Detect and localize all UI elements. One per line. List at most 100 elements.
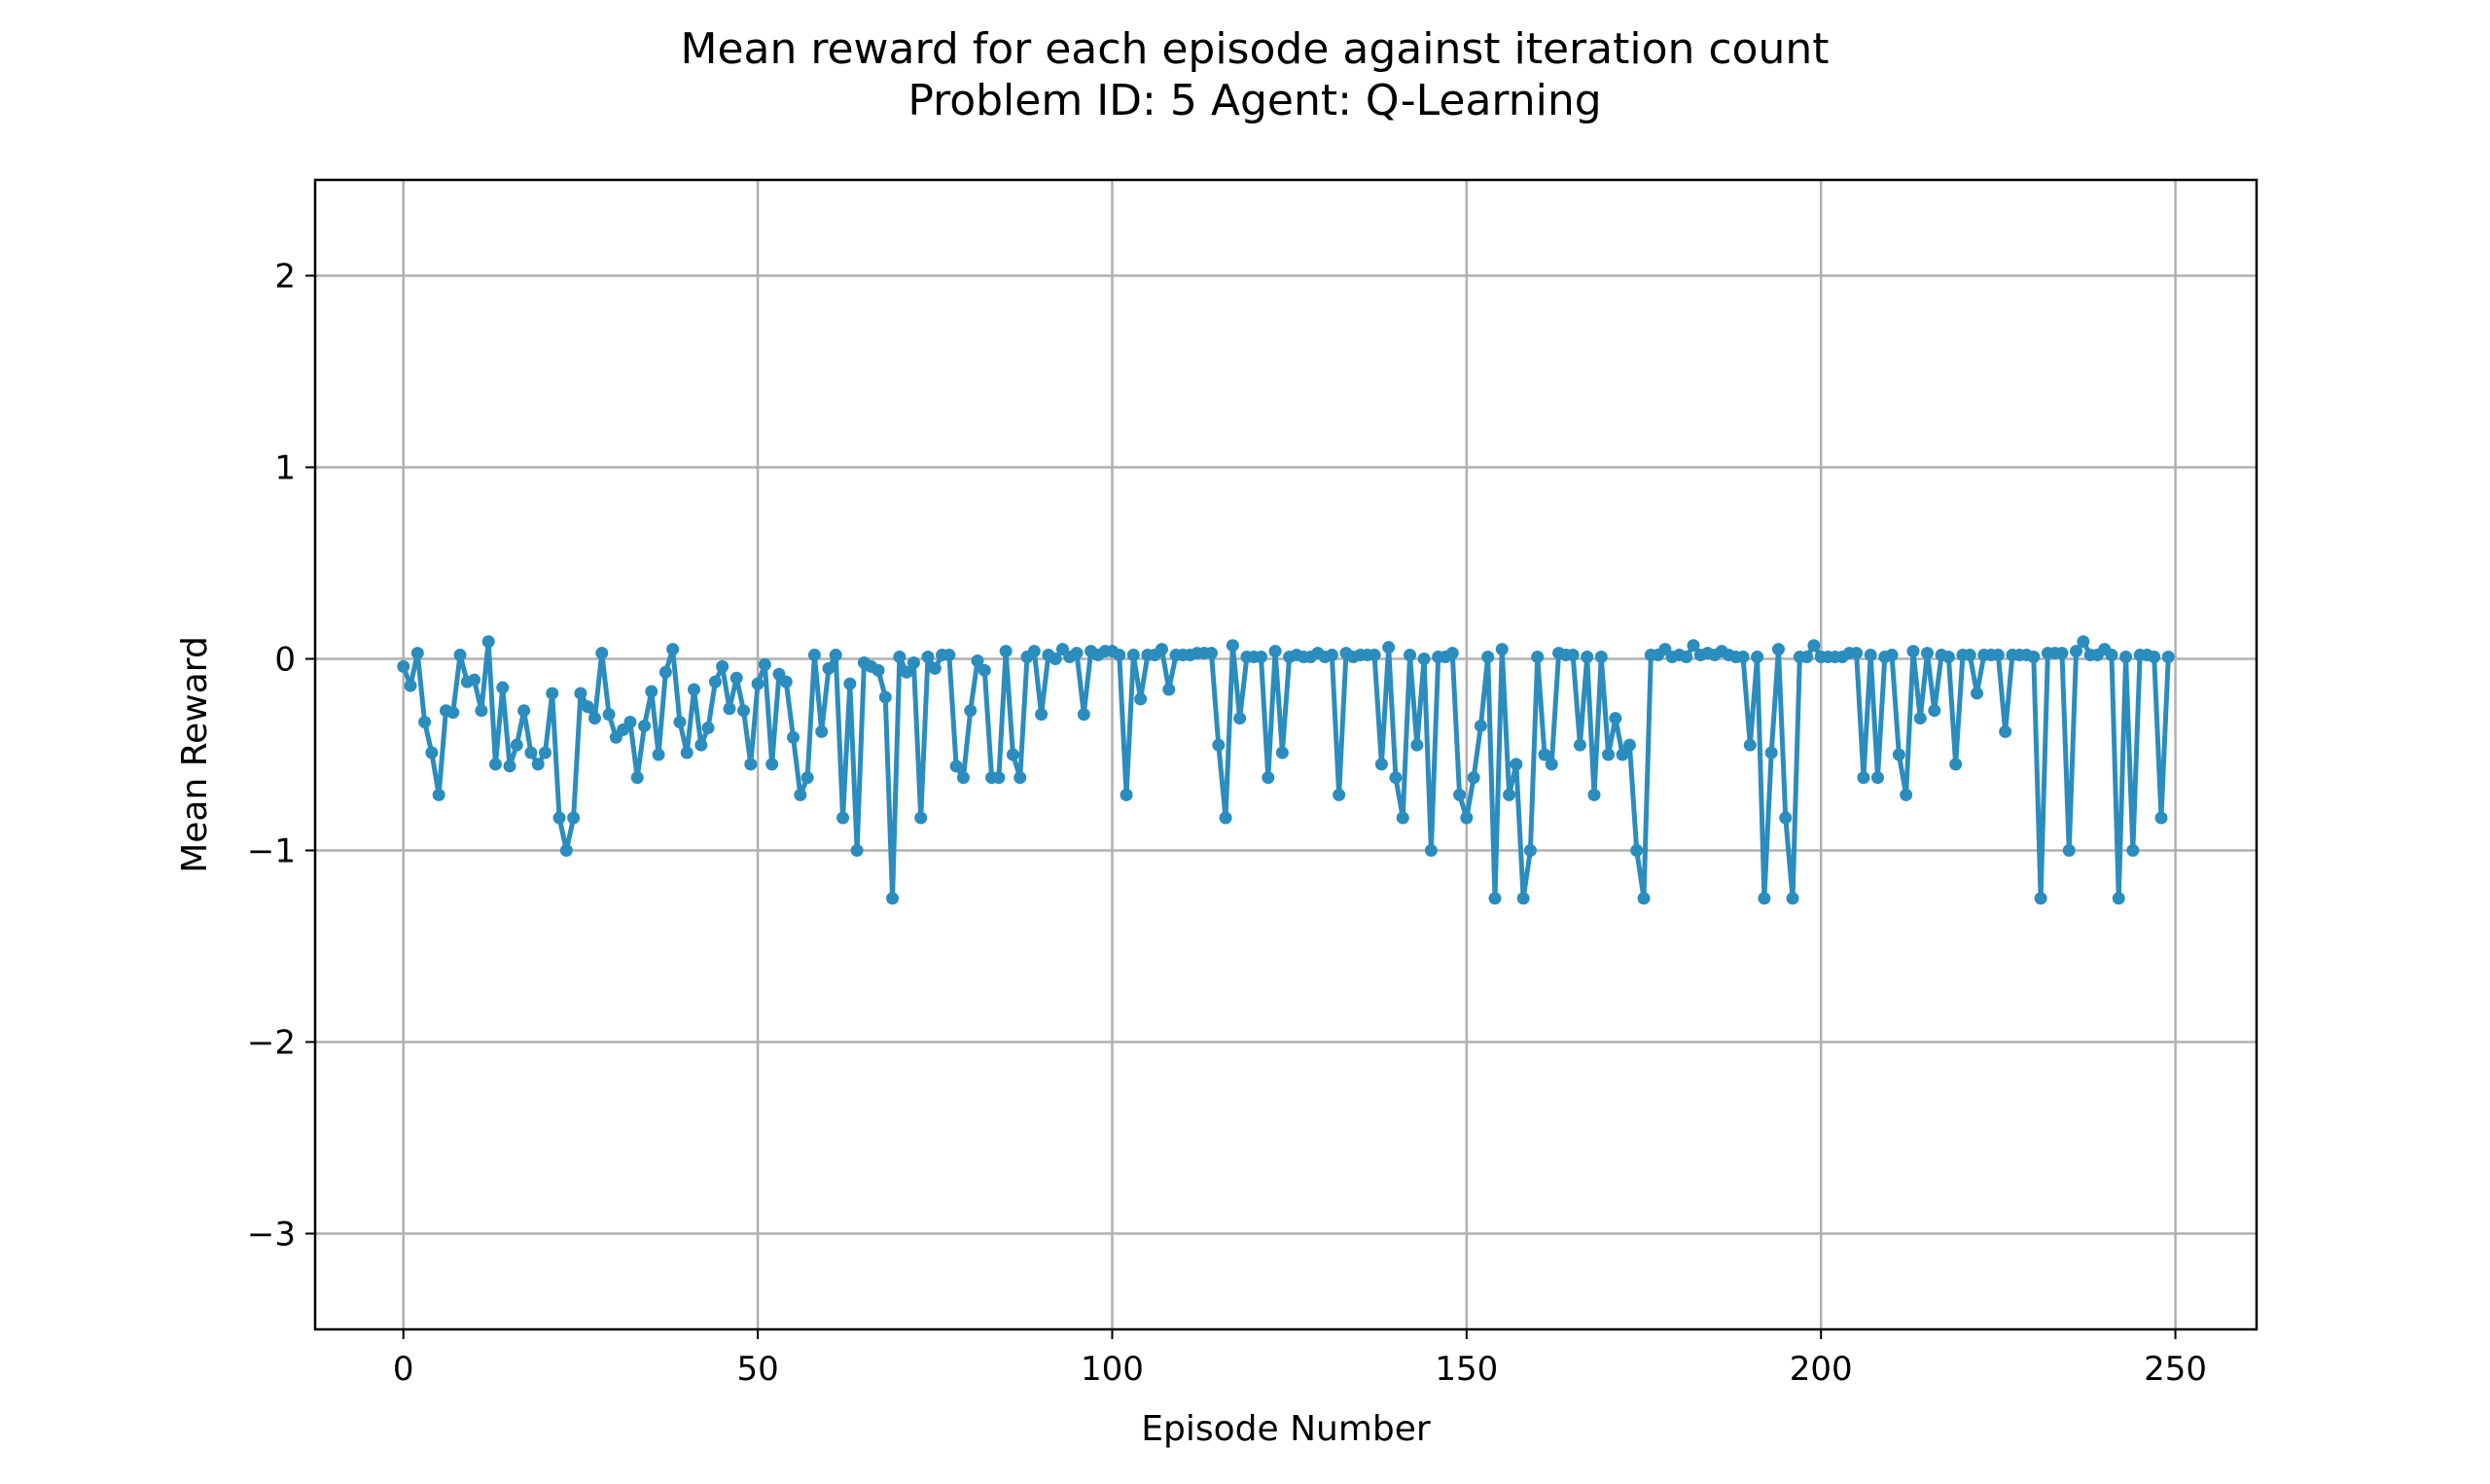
data-point bbox=[694, 738, 708, 752]
data-point bbox=[1070, 647, 1084, 660]
data-point bbox=[1204, 647, 1218, 660]
data-point bbox=[843, 677, 857, 690]
data-point bbox=[737, 704, 751, 718]
data-point bbox=[1126, 649, 1140, 662]
data-point bbox=[559, 844, 573, 857]
data-point bbox=[623, 716, 637, 729]
data-point bbox=[744, 758, 758, 771]
data-point bbox=[1445, 647, 1459, 660]
data-series bbox=[397, 635, 2175, 905]
axis-ticks: 0 50 100 150 200 250 −3 −2 −1 0 1 2 bbox=[247, 258, 2207, 1390]
data-point bbox=[1162, 683, 1176, 696]
data-point bbox=[815, 724, 829, 738]
data-point bbox=[1587, 788, 1601, 801]
data-point bbox=[1226, 639, 1239, 653]
y-tick-label: −3 bbox=[247, 1216, 296, 1254]
data-point bbox=[1538, 748, 1551, 761]
data-point bbox=[1913, 712, 1927, 725]
data-point bbox=[1523, 844, 1537, 857]
data-point bbox=[1870, 771, 1884, 785]
data-point bbox=[1325, 649, 1338, 662]
data-point bbox=[1120, 788, 1133, 801]
data-point bbox=[418, 716, 432, 729]
data-point bbox=[1949, 758, 1963, 771]
data-point bbox=[1892, 748, 1905, 761]
data-point bbox=[1602, 748, 1616, 761]
data-point bbox=[404, 679, 417, 692]
data-point bbox=[2148, 651, 2161, 664]
x-axis-label: Episode Number bbox=[1141, 1409, 1431, 1449]
data-point bbox=[1751, 651, 1764, 664]
data-point bbox=[1368, 649, 1381, 662]
data-point bbox=[652, 748, 665, 761]
data-point bbox=[1488, 892, 1502, 905]
data-point bbox=[2161, 651, 2175, 664]
data-point bbox=[1963, 649, 1976, 662]
data-point bbox=[1800, 651, 1814, 664]
y-tick-label: −2 bbox=[247, 1024, 296, 1063]
data-point bbox=[1460, 811, 1474, 825]
x-tick-label: 0 bbox=[393, 1350, 414, 1389]
x-tick-label: 200 bbox=[1790, 1350, 1853, 1389]
data-point bbox=[581, 700, 594, 714]
data-point bbox=[1971, 687, 1984, 700]
plot-area-frame bbox=[313, 178, 2259, 1331]
data-point bbox=[1786, 892, 1799, 905]
data-point bbox=[680, 746, 694, 760]
data-point bbox=[552, 811, 566, 825]
data-point bbox=[1637, 892, 1651, 905]
data-point bbox=[1417, 653, 1431, 665]
data-point bbox=[1035, 708, 1049, 722]
x-tick-label: 50 bbox=[736, 1350, 778, 1389]
data-point bbox=[1077, 708, 1090, 722]
data-point bbox=[1014, 771, 1027, 785]
data-point bbox=[1573, 738, 1586, 752]
data-point bbox=[928, 661, 942, 675]
data-point bbox=[432, 788, 445, 801]
data-point bbox=[758, 657, 771, 671]
data-point bbox=[468, 673, 481, 687]
data-point bbox=[943, 649, 956, 662]
data-point bbox=[723, 702, 736, 716]
data-point bbox=[1764, 746, 1778, 760]
chart-title: Mean reward for each episode against ite… bbox=[680, 24, 1829, 74]
data-point bbox=[1219, 811, 1232, 825]
data-point bbox=[1212, 738, 1226, 752]
data-point bbox=[1396, 811, 1409, 825]
data-point bbox=[524, 746, 538, 760]
data-point bbox=[1743, 738, 1757, 752]
data-point bbox=[1113, 649, 1126, 662]
data-point bbox=[716, 659, 729, 673]
data-point bbox=[822, 661, 836, 675]
data-point bbox=[1503, 788, 1516, 801]
data-point bbox=[836, 811, 850, 825]
data-point bbox=[807, 649, 821, 662]
data-point bbox=[893, 651, 907, 664]
data-point bbox=[1616, 748, 1629, 761]
data-point bbox=[971, 654, 984, 667]
data-point bbox=[964, 704, 978, 718]
data-point bbox=[1254, 651, 1267, 664]
data-point bbox=[488, 758, 502, 771]
data-point bbox=[1630, 844, 1644, 857]
data-point bbox=[1921, 647, 1934, 660]
data-point bbox=[921, 651, 935, 664]
data-point bbox=[517, 704, 531, 718]
data-point bbox=[475, 704, 488, 718]
data-point bbox=[1928, 704, 1941, 718]
data-point bbox=[1850, 647, 1864, 660]
data-point bbox=[574, 687, 587, 700]
data-point bbox=[2105, 649, 2118, 662]
data-point bbox=[1545, 758, 1558, 771]
data-point bbox=[1268, 645, 1282, 658]
data-point bbox=[751, 677, 765, 690]
data-point bbox=[914, 811, 928, 825]
data-point bbox=[1389, 771, 1403, 785]
data-point bbox=[850, 844, 864, 857]
data-point bbox=[949, 760, 963, 773]
data-point bbox=[2070, 645, 2083, 658]
data-point bbox=[907, 655, 920, 669]
data-point bbox=[829, 649, 842, 662]
